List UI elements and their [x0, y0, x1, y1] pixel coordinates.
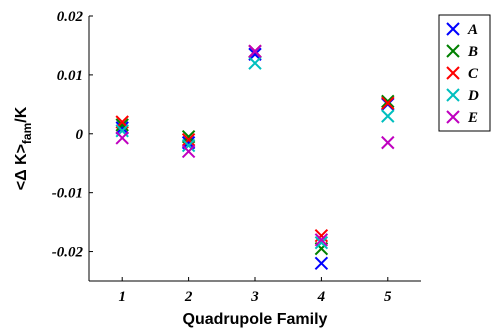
x-axis-ticks: 1 2 3 4 5 — [118, 277, 392, 305]
data-point-e — [248, 44, 262, 59]
legend-marker — [446, 44, 460, 58]
legend-item-b: B — [446, 44, 478, 60]
y-tick-label: 0 — [76, 127, 84, 143]
x-tick-label: 4 — [317, 289, 326, 305]
data-markers — [115, 44, 395, 271]
data-point-e — [381, 135, 395, 150]
legend-label: D — [467, 88, 479, 104]
data-point-d — [181, 138, 196, 153]
legend-marker — [446, 22, 460, 36]
data-point-b — [115, 118, 129, 132]
y-axis-title-tail: /K — [13, 106, 30, 122]
data-point-e — [314, 233, 329, 247]
y-tick-label: 0.01 — [57, 68, 83, 84]
data-point-d — [248, 56, 262, 70]
y-tick-label: -0.02 — [52, 245, 84, 261]
data-point-d — [381, 109, 395, 123]
x-tick-label: 5 — [384, 289, 392, 305]
legend-marker — [446, 88, 460, 102]
x-axis-title: Quadrupole Family — [183, 311, 328, 328]
y-axis-title-main: <Δ K> — [13, 144, 30, 190]
x-tick-label: 2 — [184, 289, 193, 305]
data-point-e — [115, 131, 129, 145]
legend-marker — [446, 66, 460, 80]
plot-area: 1 2 3 4 5 -0.02 -0.01 0 0.01 0.02 — [52, 9, 421, 305]
y-tick-label: 0.02 — [57, 9, 84, 25]
legend-box — [438, 14, 491, 132]
data-point-b — [381, 94, 395, 109]
y-tick-label: -0.01 — [52, 186, 83, 202]
x-tick-label: 1 — [118, 289, 126, 305]
legend-label: B — [467, 44, 478, 60]
data-point-a — [314, 256, 329, 271]
legend-marker — [446, 110, 460, 124]
data-point-c — [381, 96, 395, 110]
y-axis-title-subscript: fam — [20, 123, 34, 144]
legend-item-e: E — [446, 110, 478, 126]
legend-item-d: D — [446, 88, 479, 104]
y-axis-ticks: -0.02 -0.01 0 0.01 0.02 — [52, 9, 93, 261]
x-tick-label: 3 — [250, 289, 259, 305]
data-point-e — [181, 144, 196, 159]
y-axis-title: <Δ K>fam/K — [13, 106, 34, 190]
legend-label: E — [467, 110, 478, 126]
data-point-c — [181, 132, 196, 147]
legend-item-c: C — [446, 66, 479, 82]
data-point-a — [115, 121, 129, 135]
data-point-d — [314, 236, 329, 250]
legend-label: C — [468, 66, 479, 82]
legend-label: A — [467, 22, 478, 38]
legend-item-a: A — [446, 22, 478, 38]
